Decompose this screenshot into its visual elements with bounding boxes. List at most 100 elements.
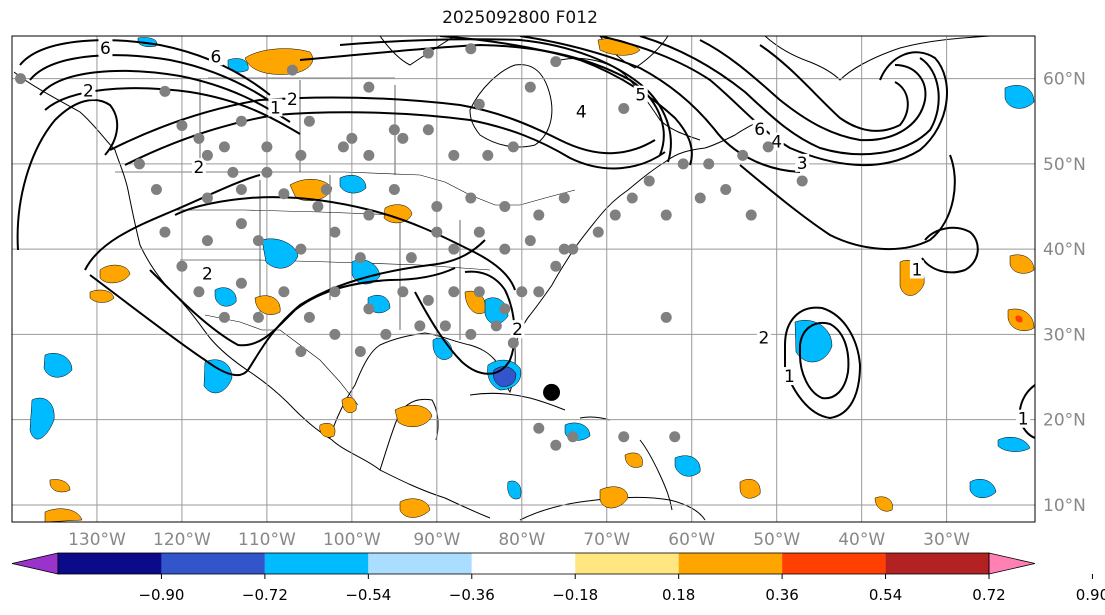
hurricane-center xyxy=(543,383,561,401)
station-dot xyxy=(473,286,485,298)
strong-positive-anomaly xyxy=(1015,315,1023,323)
station-dot xyxy=(388,183,400,195)
latitude-label: 40°N xyxy=(1043,240,1086,260)
contour-line xyxy=(739,154,956,250)
latitude-label: 30°N xyxy=(1043,325,1086,345)
positive-anomaly xyxy=(874,496,893,512)
station-dot xyxy=(295,345,307,357)
contour-line xyxy=(16,99,119,251)
station-dot xyxy=(201,149,213,161)
contour-label: 2 xyxy=(194,158,205,178)
station-dot xyxy=(380,328,392,340)
contour-label: 6 xyxy=(754,120,765,140)
colorbar-tick-label: −0.90 xyxy=(138,586,184,604)
longitude-label: 120°W xyxy=(153,530,211,550)
coastline-cuba xyxy=(469,392,566,411)
station-dot xyxy=(218,141,230,153)
colorbar-segment xyxy=(471,553,576,574)
station-dot xyxy=(422,294,434,306)
station-dot xyxy=(550,56,562,68)
longitude-label: 50°W xyxy=(753,530,800,550)
negative-anomaly xyxy=(214,287,237,307)
contour-line xyxy=(439,36,693,166)
contour-label-bg xyxy=(795,153,810,172)
longitude-label: 30°W xyxy=(923,530,970,550)
station-dot xyxy=(14,73,26,85)
negative-anomaly xyxy=(203,359,233,394)
station-dot xyxy=(567,431,579,443)
contour-label: 2 xyxy=(512,320,523,340)
station-dot xyxy=(558,243,570,255)
station-dot xyxy=(762,141,774,153)
station-dot xyxy=(159,226,171,238)
coastline-west xyxy=(13,71,491,519)
station-dot xyxy=(745,209,757,221)
longitude-label: 100°W xyxy=(323,530,381,550)
station-dot xyxy=(235,218,247,230)
contour-label-bg xyxy=(1016,409,1031,428)
station-dot xyxy=(252,235,264,247)
border-provinces xyxy=(199,77,396,175)
contour-label: 6 xyxy=(100,39,111,59)
positive-anomaly xyxy=(254,295,281,315)
station-dot xyxy=(405,252,417,264)
station-dot xyxy=(431,201,443,213)
station-dot xyxy=(524,81,536,93)
colorbar-tick-label: −0.54 xyxy=(345,586,391,604)
station-dot xyxy=(473,226,485,238)
contour-line xyxy=(109,96,656,155)
station-dot xyxy=(363,303,375,315)
negative-anomaly xyxy=(969,479,997,498)
contour-line xyxy=(149,267,456,347)
station-markers xyxy=(14,43,808,451)
colorbar-segment xyxy=(368,553,472,574)
contour-label: 2 xyxy=(287,90,298,110)
station-dot xyxy=(176,260,188,272)
station-dot xyxy=(465,43,477,55)
station-dot xyxy=(592,226,604,238)
coastline-hudson xyxy=(469,64,553,148)
positive-anomaly xyxy=(1009,254,1035,274)
station-dot xyxy=(193,286,205,298)
station-dot xyxy=(193,132,205,144)
station-dot xyxy=(397,132,409,144)
contour-line xyxy=(84,174,261,271)
contour-label-bg xyxy=(782,367,797,386)
contour-label: 4 xyxy=(576,103,587,123)
colorbar-tick-label: −0.36 xyxy=(449,586,495,604)
contour-line xyxy=(699,39,927,142)
storm-center-dot xyxy=(543,383,561,401)
latitude-labels: 10°N 20°N 30°N 40°N 50°N 60°N xyxy=(1043,70,1086,516)
negative-anomaly xyxy=(43,353,73,378)
station-dot xyxy=(448,149,460,161)
contour-label: 1 xyxy=(270,98,281,118)
station-dot xyxy=(354,345,366,357)
station-dot xyxy=(159,85,171,97)
station-dot xyxy=(295,243,307,255)
station-dot xyxy=(618,431,630,443)
positive-anomaly xyxy=(289,179,333,201)
contour-label-bg xyxy=(200,264,215,283)
contour-label-bg xyxy=(574,102,589,121)
negative-anomaly xyxy=(997,437,1031,452)
station-dot xyxy=(720,183,732,195)
contour-line xyxy=(599,36,948,167)
negative-anomaly xyxy=(507,480,522,500)
station-dot xyxy=(278,286,290,298)
contour-label-bg xyxy=(191,158,206,177)
station-dot xyxy=(694,192,706,204)
contour-line xyxy=(759,44,909,132)
station-dot xyxy=(218,311,230,323)
positive-anomaly xyxy=(89,289,115,303)
negative-anomaly xyxy=(1004,85,1035,109)
station-dot xyxy=(499,243,511,255)
station-dot xyxy=(660,311,672,323)
station-dot xyxy=(499,303,511,315)
longitude-label: 70°W xyxy=(583,530,630,550)
station-dot xyxy=(252,311,264,323)
station-dot xyxy=(150,183,162,195)
station-dot xyxy=(346,132,358,144)
colorbar-segment xyxy=(885,553,989,574)
